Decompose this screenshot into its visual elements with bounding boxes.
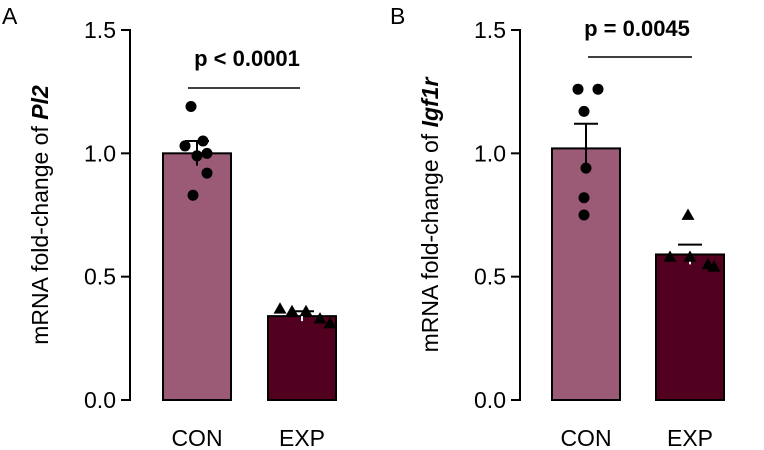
y-tick-label: 1.0 (474, 140, 506, 166)
bar-exp (267, 315, 337, 401)
data-point (179, 140, 191, 152)
x-axis-labels: CON EXP (171, 425, 325, 450)
data-point (201, 167, 213, 179)
x-tick-label: CON (560, 425, 611, 450)
data-point (201, 147, 213, 159)
y-tick-label: 1.0 (84, 140, 116, 166)
data-point (285, 304, 299, 317)
p-value: p < 0.0001 (194, 46, 300, 71)
panel-letter: B (390, 3, 405, 29)
plot-marks (162, 87, 337, 401)
x-tick-label: EXP (279, 425, 325, 450)
x-tick-label: EXP (667, 425, 713, 450)
y-axis: 0.0 0.5 1.0 1.5 (474, 17, 521, 413)
y-tick-label: 1.5 (474, 17, 506, 43)
bar-con (162, 152, 232, 401)
data-point (197, 135, 209, 147)
data-point (273, 302, 287, 314)
bar-exp (655, 253, 725, 401)
panel-a: A mRNA fold-change of Pl2 0.0 0.5 1.0 1.5 C… (2, 3, 337, 450)
data-point (663, 250, 677, 262)
data-point (185, 100, 197, 112)
panel-b: B mRNA fold-change of Igf1r 0.0 0.5 1.0 1.5… (390, 3, 725, 450)
data-point (707, 260, 721, 272)
data-point (323, 317, 337, 329)
data-point (578, 105, 590, 117)
y-axis: 0.0 0.5 1.0 1.5 (84, 17, 131, 413)
data-point (681, 208, 695, 220)
y-tick-label: 0.0 (474, 387, 506, 413)
data-point (313, 312, 327, 324)
data-point (191, 150, 203, 162)
p-value: p = 0.0045 (584, 16, 690, 41)
x-axis-labels: CON EXP (560, 425, 713, 450)
data-point (187, 189, 199, 201)
y-tick-label: 0.0 (84, 387, 116, 413)
panel-letter: A (2, 3, 18, 29)
data-point (580, 162, 592, 174)
y-axis-label: mRNA fold-change of Pl2 (27, 85, 53, 345)
data-point (578, 192, 590, 204)
data-point (683, 250, 697, 262)
y-tick-label: 0.5 (84, 264, 116, 290)
data-point (572, 83, 584, 95)
data-point (578, 209, 590, 221)
data-point (299, 304, 313, 317)
y-axis-label: mRNA fold-change of Igf1r (417, 77, 443, 353)
y-tick-label: 1.5 (84, 17, 116, 43)
y-tick-label: 0.5 (474, 264, 506, 290)
x-tick-label: CON (171, 425, 222, 450)
data-point (592, 83, 604, 95)
bar-con (551, 147, 621, 401)
plot-marks (551, 56, 725, 401)
